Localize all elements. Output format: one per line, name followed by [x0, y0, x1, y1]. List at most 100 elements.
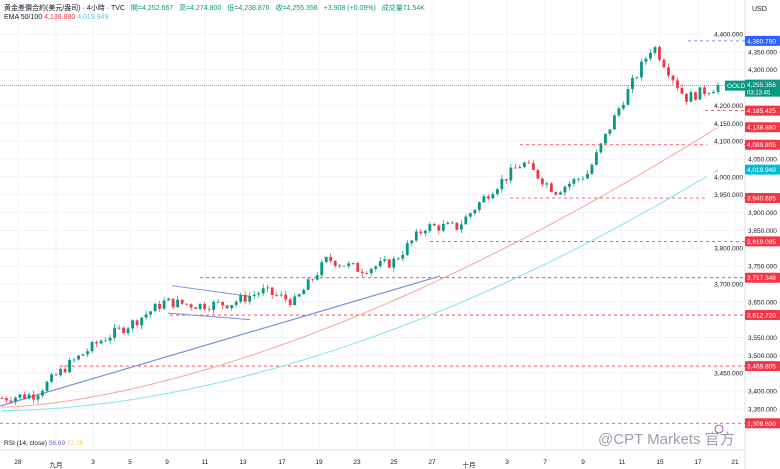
level-label: 3,309.600 — [747, 421, 776, 428]
level-label: 4,089.805 — [747, 142, 776, 149]
candle-body — [140, 317, 143, 326]
candle-body — [90, 341, 94, 352]
ema50-value: 4,138.880 — [44, 14, 76, 21]
x-tick-label: 23 — [353, 459, 361, 466]
candle-body — [536, 169, 540, 179]
candle-body — [216, 301, 220, 303]
candle-body — [387, 259, 391, 268]
candle-body — [9, 400, 13, 402]
candle-body — [45, 381, 49, 391]
candle-body — [176, 299, 180, 308]
candle-body — [63, 368, 67, 373]
x-tick-label: 9 — [165, 459, 169, 466]
candle-body — [212, 301, 216, 310]
candle-body — [77, 355, 80, 360]
candle-body — [622, 104, 625, 109]
candle-body — [144, 314, 148, 318]
candle-body — [473, 209, 477, 214]
y-tick-label: 3,450.000 — [714, 371, 743, 378]
y-tick-label: 3,650.000 — [748, 299, 777, 306]
candle-body — [108, 337, 112, 341]
y-tick-label: 3,850.000 — [748, 228, 777, 235]
candle-body — [207, 309, 211, 310]
candle-body — [374, 266, 378, 269]
candle-body — [297, 294, 301, 297]
x-tick-label: 17 — [694, 459, 702, 466]
candle-body — [658, 47, 661, 60]
candle-body — [32, 394, 35, 400]
ohlc-high: 高=4,274.800 — [179, 5, 222, 12]
candle-body — [577, 178, 580, 180]
candle-body — [595, 152, 598, 165]
candle-body — [703, 87, 706, 94]
candle-body — [288, 299, 292, 306]
candle-body — [545, 183, 549, 185]
level-label-bg — [745, 105, 780, 116]
x-tick-label: 21 — [731, 459, 739, 466]
candle-body — [180, 299, 184, 304]
candle-body — [604, 133, 607, 144]
x-tick-label: 5 — [128, 459, 132, 466]
y-tick-label: 3,700.000 — [714, 281, 743, 288]
y-tick-label-bg — [707, 100, 744, 110]
candle-body — [23, 394, 26, 399]
candle-body — [369, 268, 373, 274]
candle-body — [279, 294, 283, 296]
candle-body — [243, 295, 247, 302]
candle-body — [117, 327, 121, 329]
candle-body — [5, 398, 8, 401]
ohlc-change: +3.908 (+0.09%) — [323, 5, 376, 12]
candle-body — [698, 87, 702, 100]
candle-body — [531, 163, 535, 170]
candle-body — [437, 225, 441, 231]
ohlc-low: 低=4,238.876 — [227, 5, 270, 12]
x-tick-label: 15 — [656, 459, 664, 466]
ema100-price-label-bg — [745, 164, 780, 175]
x-tick-label: 13 — [239, 459, 247, 466]
candle-body — [162, 300, 166, 309]
candle-body — [131, 320, 134, 329]
candle-body — [549, 183, 553, 193]
candle-body — [477, 202, 481, 210]
y-tick-label-bg — [707, 172, 744, 182]
rsi-value: 56.69 — [48, 440, 66, 447]
candle-body — [257, 293, 261, 295]
candle-body — [558, 192, 562, 195]
candle-body — [239, 295, 243, 302]
candle-body — [347, 263, 351, 267]
candle-body — [221, 301, 225, 306]
y-tick-label-bg — [707, 190, 744, 200]
candle-body — [500, 179, 504, 190]
candle-body — [41, 390, 44, 396]
watermark: @CPT Markets 官方 — [598, 431, 735, 448]
candle-body — [126, 328, 130, 333]
y-tick-label: 4,150.000 — [714, 121, 743, 128]
candle-body — [351, 263, 355, 264]
triangle-lower-line — [167, 312, 251, 321]
candle-body — [72, 359, 76, 361]
candle-body — [676, 80, 679, 88]
symbol-badge: GOLD — [727, 83, 746, 90]
candle-body — [428, 224, 432, 231]
level-label: 4,185.425 — [747, 108, 776, 115]
y-tick-label-bg — [707, 136, 744, 146]
candle-body — [198, 303, 202, 310]
x-tick-label: 3 — [91, 459, 95, 466]
candle-body — [50, 374, 53, 382]
candle-body — [581, 178, 585, 180]
candle-body — [95, 341, 98, 344]
candle-body — [671, 75, 675, 81]
symbol-badge-bg — [725, 80, 745, 91]
candle-body — [189, 304, 193, 308]
level-label: 3,717.348 — [747, 275, 776, 282]
candle-body — [513, 167, 517, 169]
candle-body — [509, 167, 513, 181]
candle-body — [333, 260, 337, 266]
candle-body — [284, 294, 288, 300]
volume: 成交量71.54K — [381, 5, 425, 12]
x-tick-label: 19 — [315, 459, 323, 466]
candle-body — [504, 179, 508, 181]
y-tick-label-bg — [707, 118, 744, 128]
candle-body — [356, 263, 360, 272]
